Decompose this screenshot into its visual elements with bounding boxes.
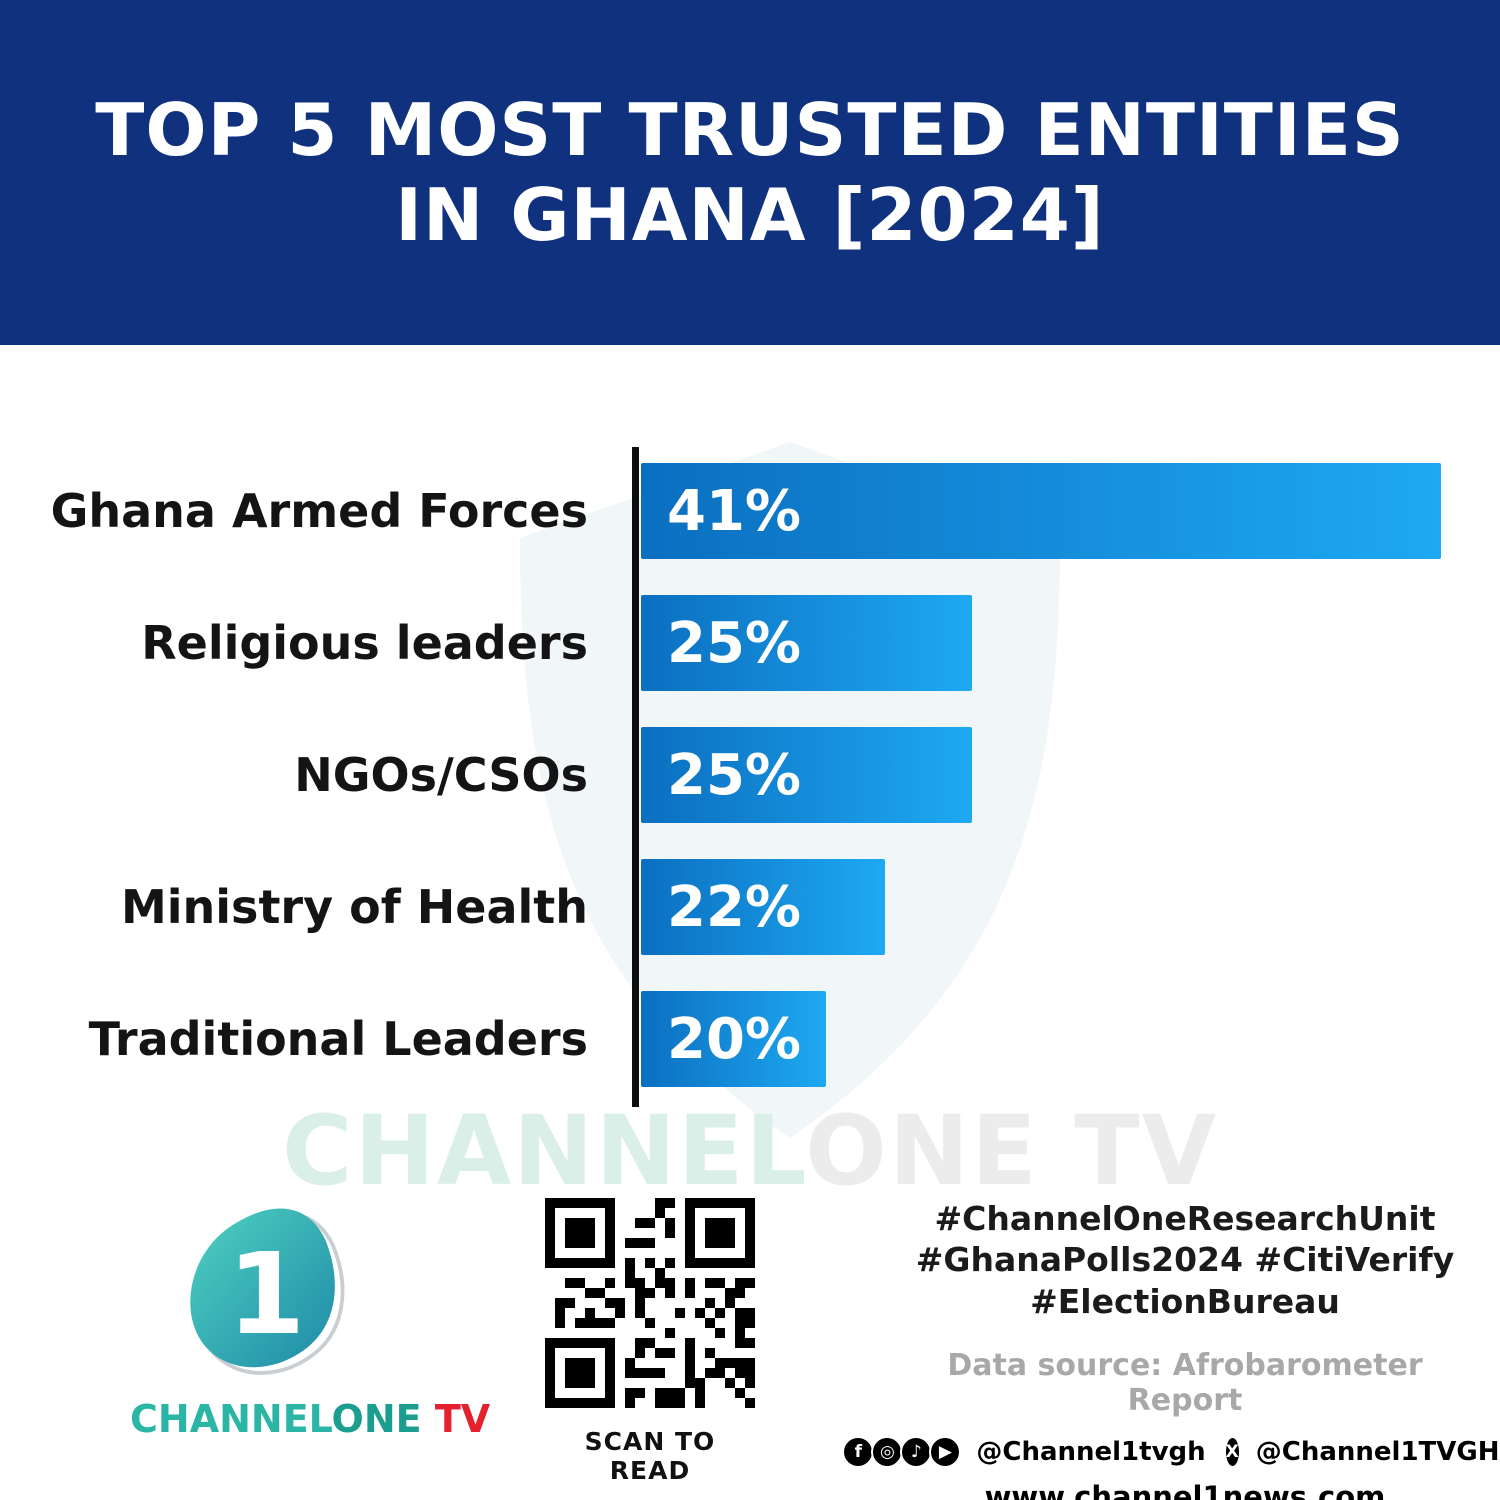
- tiktok-icon: ♪: [900, 1435, 933, 1468]
- bar-label: Ministry of Health: [121, 880, 588, 934]
- bar: 25%: [641, 727, 972, 823]
- bar-label: Religious leaders: [141, 616, 588, 670]
- chart-axis-line: [632, 447, 639, 1107]
- social-handle-1: @Channel1tvgh: [976, 1436, 1206, 1467]
- brand-wordmark: CHANNELONE TV: [130, 1397, 490, 1441]
- social-handle-2: @Channel1TVGHA: [1255, 1436, 1500, 1467]
- bar: 22%: [641, 859, 885, 955]
- footer: 1 CHANNELONE TV SCAN TO READ #ChannelOne…: [0, 1180, 1500, 1500]
- bar-value-label: 20%: [667, 1006, 802, 1072]
- brand-tv: TV: [421, 1397, 491, 1441]
- qr-code-block: SCAN TO READ: [545, 1198, 755, 1485]
- bar-row: Religious leaders 25%: [0, 577, 1500, 709]
- facebook-icon: f: [842, 1435, 875, 1468]
- youtube-icon: ▶: [929, 1435, 962, 1468]
- channel-one-logo-icon: 1: [190, 1208, 345, 1375]
- bar-value-label: 25%: [667, 742, 802, 808]
- bar-row: Ghana Armed Forces 41%: [0, 445, 1500, 577]
- bar-track: 22%: [633, 859, 1500, 955]
- bar-row: NGOs/CSOs 25%: [0, 709, 1500, 841]
- instagram-icon: ◎: [871, 1435, 904, 1468]
- bar: 41%: [641, 463, 1441, 559]
- website-url: www.channel1news.com: [984, 1479, 1386, 1500]
- bar-track: 41%: [633, 463, 1500, 559]
- footer-right-block: #ChannelOneResearchUnit #GhanaPolls2024 …: [842, 1198, 1500, 1500]
- channel-one-logo: 1 CHANNELONE TV: [130, 1190, 490, 1441]
- qr-caption: SCAN TO READ: [584, 1427, 716, 1485]
- bar-track: 20%: [633, 991, 1500, 1087]
- bar-label: Ghana Armed Forces: [50, 484, 588, 538]
- brand-watermark-part1: CHANNEL: [282, 1095, 806, 1207]
- bar-row: Traditional Leaders 20%: [0, 973, 1500, 1105]
- bar-chart: Ghana Armed Forces 41% Religious leaders…: [0, 445, 1500, 1105]
- brand-channel: CHANNEL: [130, 1397, 332, 1441]
- bar-row: Ministry of Health 22%: [0, 841, 1500, 973]
- brand-one: ONE: [331, 1397, 422, 1441]
- header-banner: TOP 5 MOST TRUSTED ENTITIES IN GHANA [20…: [0, 0, 1500, 345]
- hashtag-line: #ElectionBureau: [1030, 1281, 1340, 1321]
- page-title-line2: IN GHANA [2024]: [395, 172, 1105, 257]
- logo-digit: 1: [227, 1229, 305, 1360]
- bar-track: 25%: [633, 727, 1500, 823]
- social-row: f ◎ ♪ ▶ @Channel1tvgh X @Channel1TVGHA: [842, 1435, 1500, 1468]
- bar-value-label: 22%: [667, 874, 802, 940]
- hashtag-line: #GhanaPolls2024 #CitiVerify: [915, 1240, 1455, 1280]
- hashtags: #ChannelOneResearchUnit #GhanaPolls2024 …: [905, 1198, 1465, 1322]
- page-title-line1: TOP 5 MOST TRUSTED ENTITIES: [95, 87, 1405, 172]
- hashtag-line: #ChannelOneResearchUnit: [934, 1199, 1436, 1238]
- social-icon-cluster: f ◎ ♪ ▶: [842, 1435, 962, 1468]
- brand-watermark-part2: ONE TV: [805, 1095, 1218, 1207]
- bar-track: 25%: [633, 595, 1500, 691]
- bar: 25%: [641, 595, 972, 691]
- bar-value-label: 41%: [667, 478, 802, 544]
- brand-watermark: CHANNELONE TV: [0, 1095, 1500, 1207]
- bar-value-label: 25%: [667, 610, 802, 676]
- data-source-text: Data source: Afrobarometer Report: [947, 1347, 1423, 1418]
- x-icon: X: [1223, 1435, 1241, 1468]
- bar-label: Traditional Leaders: [88, 1012, 588, 1066]
- bar-label: NGOs/CSOs: [294, 748, 588, 802]
- qr-code: [545, 1198, 755, 1408]
- bar: 20%: [641, 991, 826, 1087]
